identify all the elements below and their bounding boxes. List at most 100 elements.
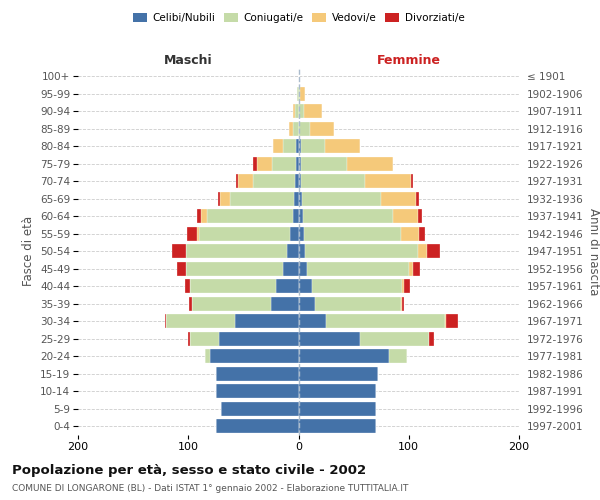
Bar: [401, 227, 419, 241]
Bar: [299, 279, 312, 293]
Bar: [301, 174, 365, 188]
Bar: [299, 367, 378, 381]
Bar: [283, 262, 299, 276]
Bar: [419, 227, 425, 241]
Bar: [221, 402, 299, 416]
Bar: [271, 296, 299, 310]
Bar: [299, 192, 302, 206]
Bar: [304, 227, 401, 241]
Y-axis label: Anni di nascita: Anni di nascita: [587, 208, 600, 295]
Bar: [298, 87, 299, 101]
Bar: [305, 244, 418, 258]
Bar: [290, 227, 299, 241]
Bar: [416, 192, 419, 206]
Bar: [294, 192, 299, 206]
Bar: [301, 157, 347, 171]
Bar: [172, 244, 186, 258]
Bar: [299, 104, 304, 118]
Text: COMUNE DI LONGARONE (BL) - Dati ISTAT 1° gennaio 2002 - Elaborazione TUTTITALIA.: COMUNE DI LONGARONE (BL) - Dati ISTAT 1°…: [12, 484, 409, 493]
Bar: [299, 139, 301, 153]
Bar: [207, 209, 293, 223]
Bar: [427, 244, 440, 258]
Bar: [347, 157, 394, 171]
Bar: [303, 209, 394, 223]
Bar: [299, 384, 376, 398]
Bar: [401, 296, 402, 310]
Bar: [257, 157, 272, 171]
Bar: [185, 279, 190, 293]
Bar: [165, 314, 166, 328]
Bar: [277, 279, 299, 293]
Bar: [418, 209, 422, 223]
Bar: [220, 192, 230, 206]
Bar: [190, 332, 219, 346]
Bar: [299, 314, 326, 328]
Bar: [205, 349, 211, 363]
Bar: [299, 349, 389, 363]
Bar: [293, 104, 295, 118]
Bar: [365, 174, 411, 188]
Bar: [381, 192, 416, 206]
Bar: [253, 157, 257, 171]
Bar: [216, 367, 299, 381]
Bar: [394, 209, 418, 223]
Bar: [235, 314, 299, 328]
Bar: [219, 332, 299, 346]
Bar: [197, 209, 202, 223]
Bar: [187, 227, 197, 241]
Bar: [197, 227, 199, 241]
Bar: [304, 104, 322, 118]
Bar: [186, 244, 287, 258]
Bar: [238, 174, 253, 188]
Bar: [299, 157, 301, 171]
Bar: [295, 104, 299, 118]
Bar: [236, 174, 238, 188]
Bar: [273, 139, 283, 153]
Bar: [272, 157, 296, 171]
Bar: [402, 296, 404, 310]
Bar: [299, 209, 303, 223]
Bar: [310, 122, 334, 136]
Text: Maschi: Maschi: [164, 54, 212, 68]
Bar: [199, 227, 290, 241]
Bar: [299, 402, 376, 416]
Bar: [295, 174, 299, 188]
Bar: [287, 244, 299, 258]
Text: Popolazione per età, sesso e stato civile - 2002: Popolazione per età, sesso e stato civil…: [12, 464, 366, 477]
Bar: [315, 296, 401, 310]
Bar: [307, 262, 409, 276]
Bar: [216, 384, 299, 398]
Bar: [216, 419, 299, 433]
Bar: [296, 139, 299, 153]
Bar: [299, 332, 360, 346]
Bar: [283, 139, 296, 153]
Bar: [404, 279, 410, 293]
Bar: [411, 174, 413, 188]
Bar: [191, 296, 271, 310]
Bar: [289, 122, 293, 136]
Bar: [230, 192, 294, 206]
Y-axis label: Fasce di età: Fasce di età: [22, 216, 35, 286]
Bar: [402, 279, 404, 293]
Bar: [446, 314, 458, 328]
Bar: [409, 262, 413, 276]
Bar: [299, 262, 307, 276]
Bar: [218, 192, 220, 206]
Bar: [253, 174, 295, 188]
Bar: [166, 314, 235, 328]
Bar: [389, 349, 407, 363]
Bar: [293, 122, 299, 136]
Bar: [190, 279, 277, 293]
Bar: [299, 296, 315, 310]
Bar: [299, 419, 376, 433]
Bar: [312, 279, 402, 293]
Text: Femmine: Femmine: [377, 54, 441, 68]
Bar: [418, 244, 427, 258]
Bar: [188, 332, 190, 346]
Bar: [301, 139, 325, 153]
Bar: [202, 209, 207, 223]
Bar: [190, 296, 191, 310]
Bar: [302, 192, 381, 206]
Bar: [299, 174, 301, 188]
Bar: [360, 332, 428, 346]
